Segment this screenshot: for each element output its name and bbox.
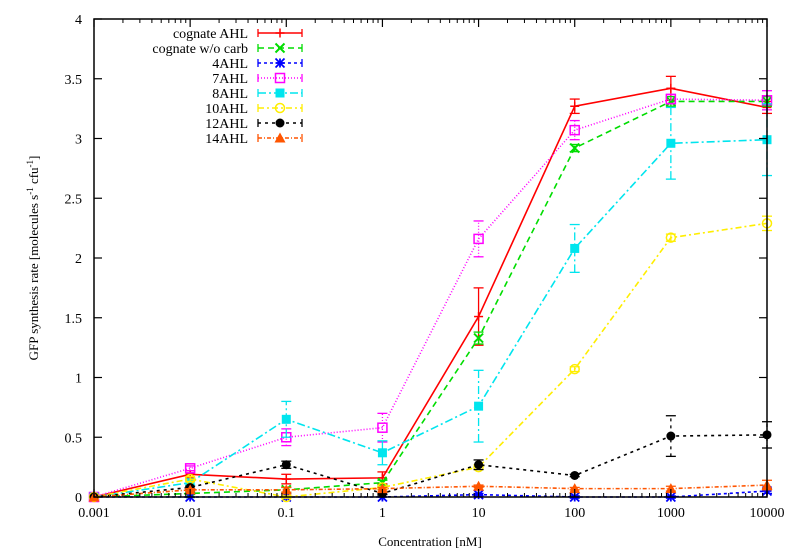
series-8ahl [89, 103, 772, 502]
legend-item: 14AHL [205, 132, 303, 147]
legend-item: 10AHL [205, 102, 303, 117]
x-tick-label: 0.001 [78, 506, 110, 521]
legend-label: 4AHL [212, 57, 248, 72]
legend-label: 14AHL [205, 132, 248, 147]
y-tick-label: 0.5 [65, 431, 83, 446]
plot-series [88, 75, 773, 503]
y-tick-label: 2.5 [65, 192, 83, 207]
x-tick-label: 0.1 [278, 506, 296, 521]
y-tick-label: 4 [75, 13, 82, 28]
y-tick-label: 3 [75, 133, 82, 148]
legend-item: cognate AHL [173, 27, 303, 42]
y-axis-label: GFP synthesis rate [molecules s-1 cfu-1] [25, 156, 41, 361]
legend-item: 7AHL [212, 72, 303, 87]
legend-label: 12AHL [205, 117, 248, 132]
y-tick-label: 2 [75, 252, 82, 267]
legend-label: 10AHL [205, 102, 248, 117]
y-tick-label: 1 [75, 372, 82, 387]
legend-label: cognate w/o carb [152, 42, 248, 57]
x-axis-label: Concentration [nM] [378, 534, 482, 549]
x-tick-label: 100 [564, 506, 585, 521]
legend-label: cognate AHL [173, 27, 248, 42]
plot-frame [93, 18, 768, 498]
y-tick-label: 0 [75, 491, 82, 506]
series-cognate-w-o-carb [88, 96, 773, 503]
series-10ahl [88, 215, 773, 503]
legend-item: cognate w/o carb [152, 42, 303, 57]
legend-label: 7AHL [212, 72, 248, 87]
x-tick-label: 1 [379, 506, 386, 521]
x-tick-label: 10 [472, 506, 486, 521]
axis-ticks: 0 0.5 1 1.5 2 2.5 3 3.5 4 0.001 0.01 0.1 1 10 100 1000 1… [65, 13, 785, 521]
legend-label: 8AHL [212, 87, 248, 102]
y-tick-label: 3.5 [65, 73, 83, 88]
legend-item: 4AHL [212, 57, 303, 72]
x-tick-label: 1000 [657, 506, 685, 521]
y-tick-label: 1.5 [65, 312, 83, 327]
x-tick-label: 0.01 [178, 506, 203, 521]
legend-item: 12AHL [205, 117, 303, 132]
x-tick-label: 10000 [750, 506, 785, 521]
legend-item: 8AHL [212, 87, 303, 102]
